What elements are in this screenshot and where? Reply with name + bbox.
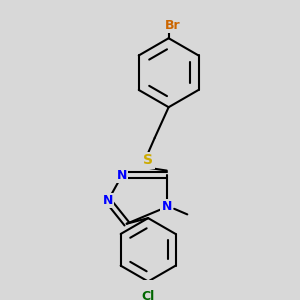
Text: N: N	[162, 200, 172, 213]
Text: S: S	[143, 153, 153, 167]
Text: Br: Br	[165, 19, 180, 32]
Text: N: N	[103, 194, 113, 207]
Text: N: N	[117, 169, 127, 182]
Text: Cl: Cl	[142, 290, 155, 300]
